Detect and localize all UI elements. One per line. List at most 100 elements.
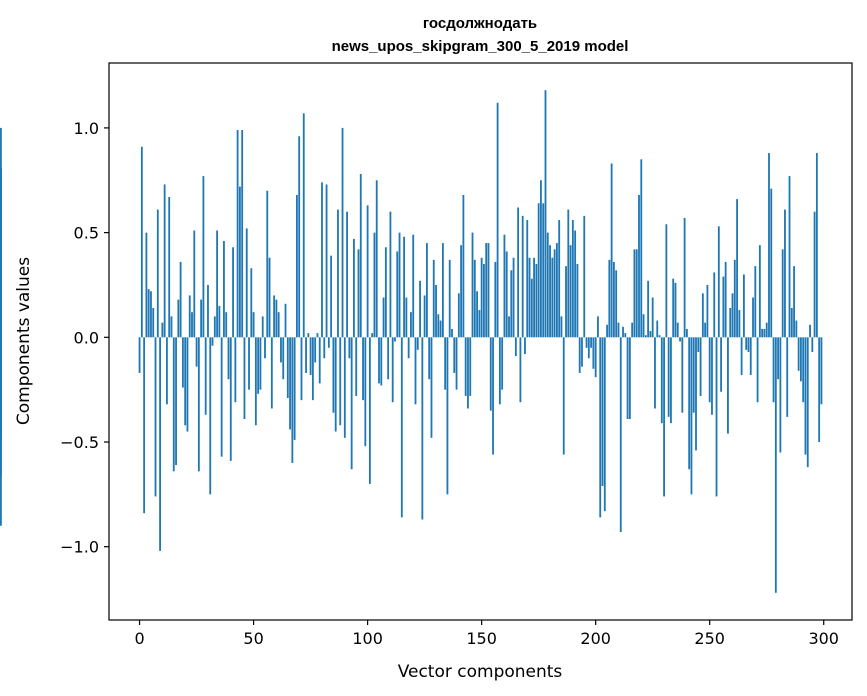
bar — [302, 113, 305, 338]
bar — [601, 337, 604, 486]
bar — [747, 337, 750, 352]
bar — [150, 291, 152, 338]
bar — [676, 322, 679, 338]
bar — [786, 337, 789, 417]
bar — [286, 337, 289, 399]
bar — [346, 211, 348, 338]
bar — [526, 220, 529, 338]
bar — [241, 130, 244, 338]
bar — [323, 337, 326, 359]
bar — [311, 337, 314, 401]
bar — [610, 163, 613, 338]
bar — [229, 337, 232, 461]
bar — [622, 326, 624, 338]
bar — [0, 337, 2, 526]
bar — [804, 337, 807, 455]
bar — [489, 337, 492, 411]
bar — [628, 337, 631, 419]
bar — [163, 184, 166, 338]
bar — [473, 259, 476, 338]
bar — [667, 337, 670, 417]
bar — [177, 299, 180, 338]
bar — [660, 337, 663, 424]
y-tick-label: 0.0 — [74, 328, 99, 347]
bar — [339, 337, 342, 426]
bar — [305, 337, 307, 373]
bar — [692, 337, 695, 413]
bar-series — [0, 90, 823, 593]
bar — [321, 182, 323, 338]
bar — [211, 337, 214, 346]
bar — [156, 209, 159, 338]
bar — [583, 215, 586, 338]
bar — [779, 337, 782, 453]
bar — [325, 184, 328, 338]
bar — [384, 247, 387, 338]
bar — [227, 337, 230, 380]
bar — [348, 337, 351, 359]
bar — [724, 261, 727, 338]
bar — [213, 316, 216, 338]
bar — [378, 337, 380, 384]
bar — [268, 257, 271, 338]
bar — [571, 220, 574, 338]
bar — [713, 272, 716, 338]
x-tick-label: 200 — [580, 629, 611, 648]
bar — [327, 337, 330, 348]
bar — [154, 337, 157, 497]
bar — [371, 333, 374, 338]
bar — [430, 337, 433, 438]
y-axis-label: Components values — [14, 257, 34, 425]
bar — [540, 180, 542, 338]
x-tick-label: 150 — [466, 629, 497, 648]
bar — [453, 337, 456, 373]
bar — [697, 337, 700, 352]
bar — [761, 328, 764, 338]
bar — [670, 337, 672, 424]
bar — [695, 337, 697, 451]
bar — [597, 316, 599, 338]
bar — [318, 337, 321, 384]
bar — [731, 293, 734, 338]
bar — [161, 322, 164, 338]
bar — [0, 259, 2, 338]
bar — [159, 337, 161, 551]
bar — [546, 232, 549, 338]
bar — [152, 308, 155, 338]
bar — [389, 211, 392, 338]
bar — [394, 337, 396, 342]
bar — [813, 211, 816, 338]
bar — [784, 209, 786, 338]
bar — [234, 337, 237, 403]
bar — [574, 230, 577, 338]
bar — [524, 337, 526, 355]
bar — [592, 337, 595, 369]
bar — [387, 337, 390, 380]
bar — [254, 337, 257, 426]
bar — [145, 232, 148, 338]
x-axis: 0 50 100 150 200 250 300 — [134, 620, 839, 648]
bar — [631, 322, 634, 338]
y-tick-label: −0.5 — [60, 433, 99, 452]
bar — [373, 232, 376, 338]
bar — [416, 337, 419, 350]
bar — [464, 337, 467, 396]
bar — [195, 337, 198, 367]
bar — [758, 245, 761, 338]
bar — [204, 337, 207, 415]
bar — [485, 243, 488, 338]
bar — [476, 291, 478, 338]
bar — [419, 280, 421, 338]
bar — [245, 228, 248, 338]
bar — [811, 337, 814, 352]
bar — [147, 289, 150, 338]
bar — [528, 257, 531, 338]
bar — [236, 130, 239, 338]
bar — [410, 312, 412, 338]
bar — [232, 247, 234, 338]
bar — [186, 337, 189, 432]
bar — [763, 328, 766, 338]
bar — [343, 337, 346, 438]
bar — [802, 337, 805, 403]
bar — [341, 127, 344, 338]
